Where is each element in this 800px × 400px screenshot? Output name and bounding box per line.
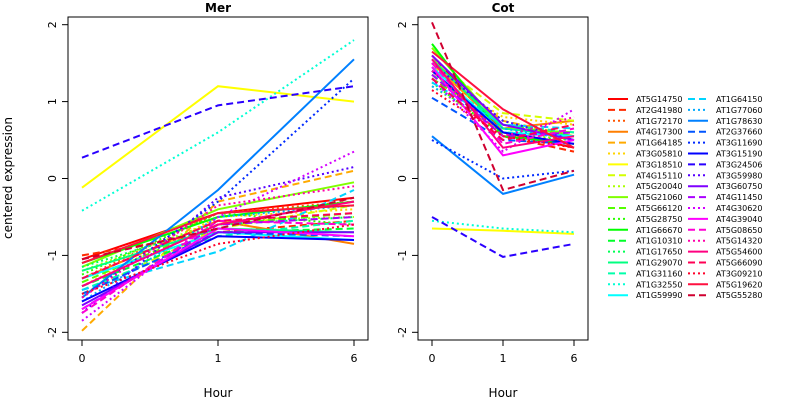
legend-label: AT3G15190 <box>716 150 762 159</box>
panel-cot: Cot -2 -1 0 1 2 0 1 6 Hour <box>396 1 589 400</box>
legend-label: AT1G77060 <box>716 106 762 115</box>
series-line <box>81 200 355 288</box>
series-line <box>431 73 575 126</box>
legend: AT5G14750 AT2G41980 AT1G72170 AT4G17300 AT1G… <box>608 95 762 300</box>
series-line <box>431 70 575 153</box>
legend-label: AT1G17650 <box>636 248 682 257</box>
x-axis-title: Hour <box>489 386 518 400</box>
legend-label: AT4G30620 <box>716 204 762 213</box>
legend-label: AT1G64185 <box>636 139 682 148</box>
series-line <box>81 185 355 299</box>
y-tick-label: 0 <box>46 175 59 182</box>
series-line <box>431 70 575 138</box>
y-tick-label: -2 <box>46 327 59 338</box>
series-line <box>81 39 355 212</box>
series-line <box>431 219 575 234</box>
series-line <box>431 77 575 138</box>
legend-label: AT5G66120 <box>636 204 682 213</box>
series-line <box>81 169 355 332</box>
legend-label: AT5G14750 <box>636 95 682 104</box>
legend-label: AT1G66670 <box>636 226 682 235</box>
series-line <box>431 139 575 180</box>
y-tick-label: -2 <box>396 327 409 338</box>
series-line <box>431 22 575 192</box>
series-line <box>81 196 355 261</box>
legend-label: AT3G05810 <box>636 150 682 159</box>
y-tick-label: 1 <box>396 98 409 105</box>
series-line <box>81 166 355 314</box>
series-line <box>81 212 355 280</box>
x-tick-label: 1 <box>215 352 222 365</box>
legend-label: AT3G24506 <box>716 160 762 169</box>
legend-label: AT2G37660 <box>716 128 762 137</box>
series-line <box>81 189 355 291</box>
series-line <box>431 85 575 141</box>
legend-label: AT5G20040 <box>636 182 682 191</box>
series-line <box>81 85 355 159</box>
panel-title: Cot <box>492 1 515 15</box>
series-line <box>81 219 355 314</box>
legend-label: AT5G14320 <box>716 237 762 246</box>
legend-label: AT1G78630 <box>716 117 762 126</box>
y-tick-label: 1 <box>46 98 59 105</box>
panel-title: Mer <box>205 1 231 15</box>
x-axis-title: Hour <box>204 386 233 400</box>
series-line <box>431 216 575 258</box>
legend-label: AT1G29070 <box>636 259 682 268</box>
series-line <box>431 77 575 142</box>
legend-label: AT5G66090 <box>716 259 762 268</box>
x-tick-label: 6 <box>351 352 358 365</box>
series-line <box>431 58 575 149</box>
series-line <box>81 216 355 272</box>
x-tick-label: 0 <box>79 352 86 365</box>
legend-label: AT4G15110 <box>636 171 682 180</box>
legend-label: AT5G55280 <box>716 291 762 300</box>
legend-label: AT3G59980 <box>716 171 762 180</box>
series-line <box>81 231 354 307</box>
legend-label: AT3G09210 <box>716 269 762 278</box>
legend-label: AT3G11690 <box>716 139 762 148</box>
series-line <box>81 223 355 295</box>
legend-label: AT5G21060 <box>636 193 682 202</box>
y-tick-label: -1 <box>46 250 59 261</box>
legend-label: AT1G72170 <box>636 117 682 126</box>
series-line <box>431 50 575 149</box>
series-line <box>431 135 575 195</box>
legend-label: AT5G28750 <box>636 215 682 224</box>
x-tick-label: 6 <box>571 352 578 365</box>
legend-label: AT1G10310 <box>636 237 682 246</box>
y-axis-title: centered expression <box>1 117 15 239</box>
series-line <box>431 58 575 122</box>
series-line <box>81 85 355 189</box>
legend-label: AT5G19620 <box>716 280 762 289</box>
legend-label: AT3G18510 <box>636 160 682 169</box>
y-tick-label: 0 <box>396 175 409 182</box>
legend-label: AT1G59990 <box>636 291 682 300</box>
panel-mer: Mer -2 -1 0 1 2 0 1 6 Hour <box>46 1 369 400</box>
y-tick-label: 2 <box>396 21 409 28</box>
series-line <box>81 150 355 322</box>
legend-label: AT3G60750 <box>716 182 762 191</box>
series-line <box>81 227 355 311</box>
series-line <box>81 212 355 276</box>
x-tick-label: 0 <box>429 352 436 365</box>
legend-label: AT5G08650 <box>716 226 762 235</box>
legend-label: AT1G32550 <box>636 280 682 289</box>
y-tick-label: 2 <box>46 21 59 28</box>
legend-label: AT2G41980 <box>636 106 682 115</box>
legend-label: AT1G64150 <box>716 95 762 104</box>
legend-label: AT4G11450 <box>716 193 762 202</box>
y-tick-label: -1 <box>396 250 409 261</box>
legend-label: AT1G31160 <box>636 269 682 278</box>
series-line <box>431 66 575 157</box>
legend-label: AT4G39040 <box>716 215 762 224</box>
series-line <box>81 58 355 299</box>
legend-label: AT4G17300 <box>636 128 682 137</box>
legend-label: AT5G54600 <box>716 248 762 257</box>
series-line <box>431 81 575 141</box>
series-line <box>431 77 575 153</box>
x-tick-label: 1 <box>500 352 507 365</box>
series-line <box>81 235 355 303</box>
